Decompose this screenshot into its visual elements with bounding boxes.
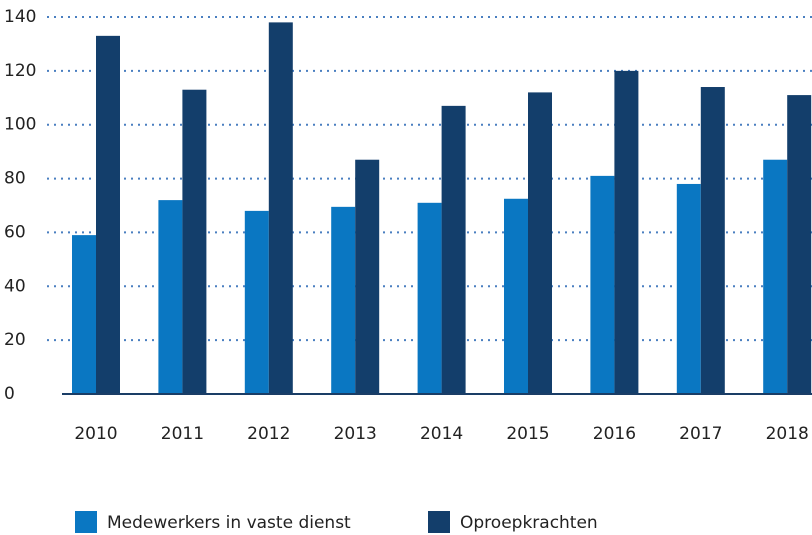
- y-tick-label: 100: [4, 115, 36, 135]
- bar: [417, 202, 442, 394]
- bar: [614, 70, 639, 394]
- y-tick-label: 120: [4, 61, 36, 81]
- bar: [268, 22, 293, 395]
- bar: [700, 87, 725, 394]
- legend-swatch: [428, 511, 450, 533]
- bar: [158, 200, 183, 394]
- bar: [504, 198, 528, 394]
- bar: [763, 159, 788, 394]
- x-tick-label: 2011: [161, 424, 204, 444]
- y-tick-label: 0: [4, 384, 15, 404]
- bar: [355, 159, 380, 394]
- x-tick-label: 2012: [247, 424, 290, 444]
- y-tick-label: 20: [4, 330, 26, 350]
- bar: [331, 206, 356, 394]
- bar: [96, 35, 120, 394]
- bar: [182, 89, 207, 394]
- y-tick-label: 60: [4, 222, 26, 242]
- x-tick-label: 2016: [593, 424, 636, 444]
- x-tick-label: 2018: [766, 424, 809, 444]
- x-tick-label: 2017: [679, 424, 722, 444]
- bar: [590, 175, 615, 394]
- bar: [72, 235, 96, 394]
- x-tick-label: 2013: [334, 424, 377, 444]
- legend-label: Oproepkrachten: [460, 513, 598, 533]
- bar: [676, 183, 701, 394]
- legend-label: Medewerkers in vaste dienst: [107, 513, 351, 533]
- x-tick-label: 2015: [506, 424, 549, 444]
- bar: [244, 210, 269, 394]
- x-tick-label: 2014: [420, 424, 463, 444]
- y-tick-label: 140: [4, 7, 36, 27]
- bar: [528, 92, 552, 395]
- y-tick-label: 80: [4, 169, 26, 189]
- bar: [787, 95, 812, 394]
- y-tick-label: 40: [4, 276, 26, 296]
- legend-swatch: [75, 511, 97, 533]
- bar: [441, 105, 466, 394]
- x-tick-label: 2010: [74, 424, 117, 444]
